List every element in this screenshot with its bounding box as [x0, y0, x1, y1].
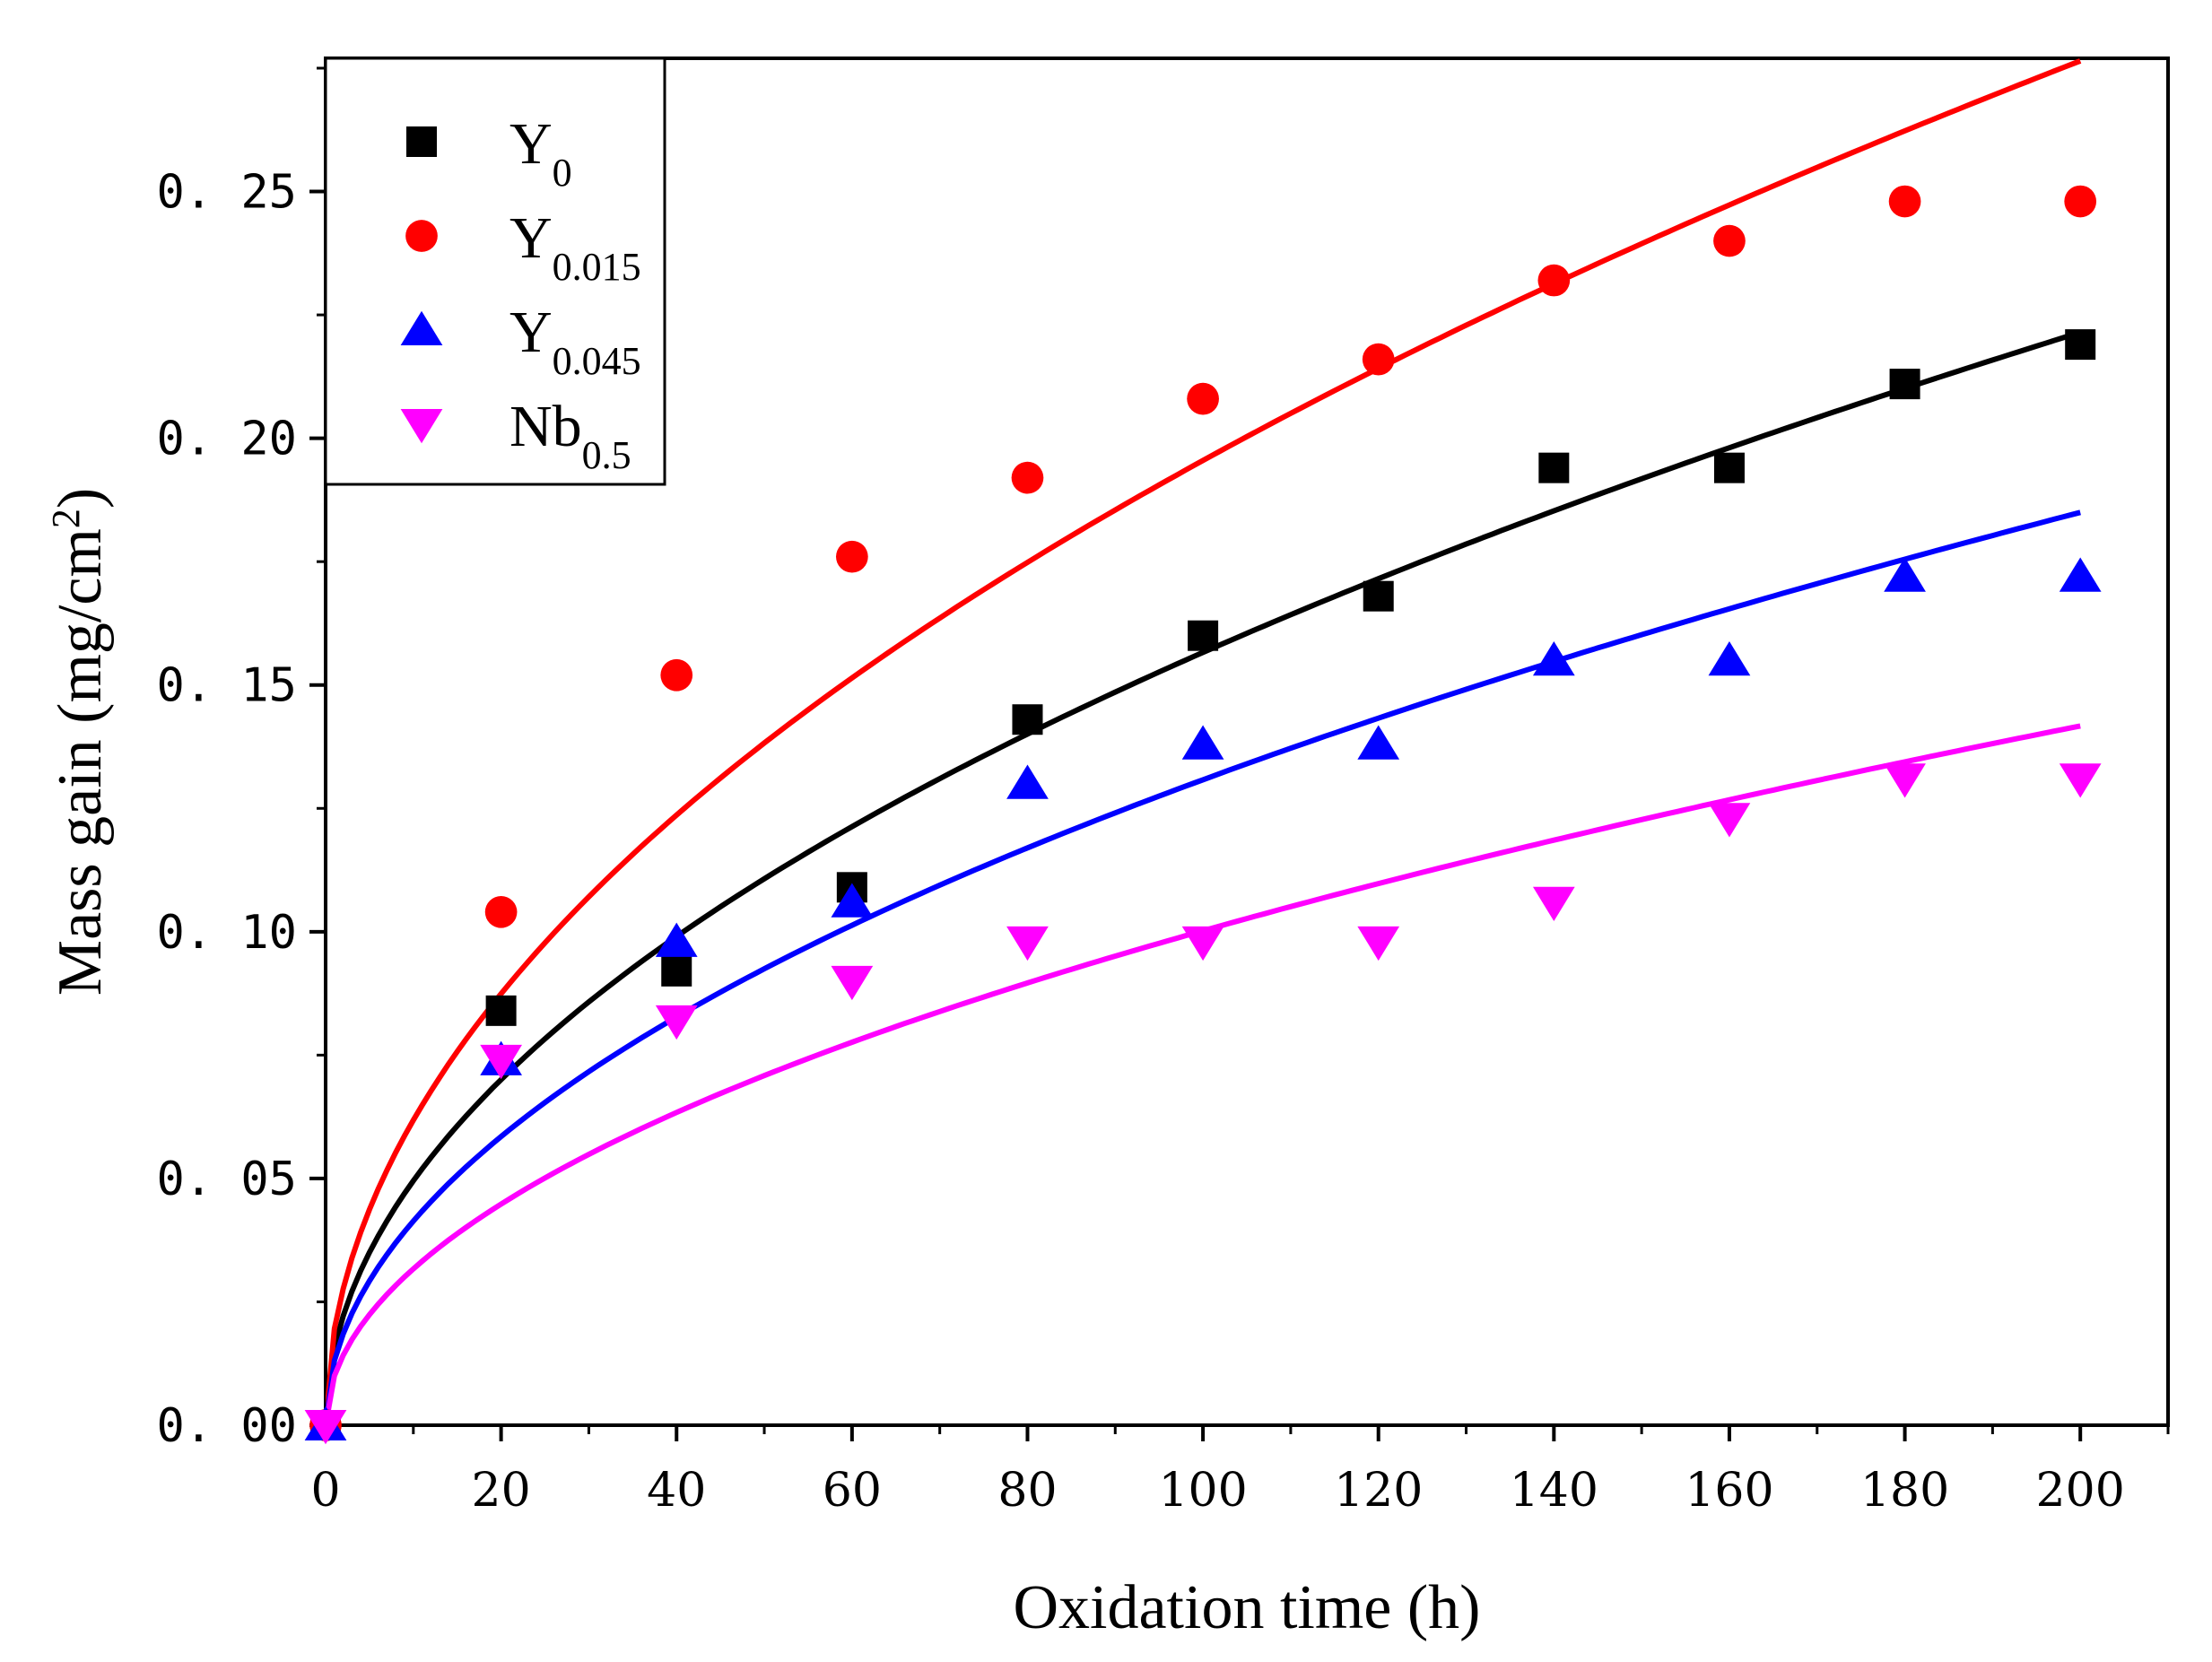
data-point-y0	[2065, 329, 2096, 361]
data-point-y0	[661, 955, 692, 987]
y-tick-label: 0. 05	[156, 1153, 297, 1206]
data-point-y0-045	[1708, 640, 1751, 676]
y-tick-labels: 0. 00 0. 05 0. 10 0. 15 0. 20 0. 25	[156, 166, 297, 1453]
data-point-y0	[485, 995, 517, 1026]
fit-curve-y0-015	[326, 58, 2082, 1425]
data-point-y0-015	[484, 895, 518, 928]
plot-frame	[324, 57, 2170, 1427]
data-point-nb0-5	[1006, 926, 1049, 962]
x-tick-label: 160	[1685, 1464, 1773, 1518]
legend-marker-y0	[406, 126, 437, 157]
data-point-y0-045	[655, 922, 698, 957]
data-point-y0-015	[1362, 343, 1395, 376]
data-point-nb0-5	[2059, 763, 2102, 798]
x-tick-label: 80	[997, 1464, 1057, 1518]
data-point-nb0-5	[1884, 763, 1926, 798]
y-tick-label: 0. 15	[156, 659, 297, 713]
data-point-nb0-5	[1181, 926, 1224, 962]
data-point-y0-045	[831, 883, 874, 918]
data-point-y0	[1363, 580, 1394, 612]
data-point-y0-045	[2059, 557, 2102, 592]
x-tick-label: 20	[472, 1464, 531, 1518]
data-point-y0-045	[1884, 557, 1926, 592]
data-point-nb0-5	[1532, 886, 1575, 922]
x-tick-label: 120	[1334, 1464, 1423, 1518]
y-tick-label: 0. 25	[156, 166, 297, 220]
data-point-y0	[1889, 369, 1920, 400]
data-point-y0-015	[1713, 224, 1746, 257]
data-point-y0	[1713, 452, 1745, 483]
data-point-y0-045	[1532, 640, 1575, 676]
x-tick-labels: 0 20 40 60 80 100 120 140 160 180 200	[310, 1464, 2124, 1518]
x-tick-label: 180	[1860, 1464, 1949, 1518]
data-point-nb0-5	[1708, 803, 1751, 838]
data-point-y0-015	[1888, 185, 1921, 218]
data-point-y0-045	[1181, 725, 1224, 760]
y-axis-title-close: )	[46, 488, 115, 509]
data-point-y0-015	[1537, 264, 1571, 297]
legend-marker-y0-045	[400, 310, 443, 345]
data-point-y0-015	[1187, 382, 1219, 415]
x-axis-title: Oxidation time (h)	[1013, 1573, 1480, 1642]
data-point-y0-015	[2064, 185, 2097, 218]
legend-label-y0-015: Y0.015	[509, 205, 641, 289]
x-tick-label: 0	[310, 1464, 340, 1518]
data-point-y0	[1188, 620, 1219, 651]
x-tick-label: 200	[2036, 1464, 2125, 1518]
x-tick-label: 100	[1158, 1464, 1247, 1518]
fit-curve-nb0-5	[326, 723, 2081, 1425]
legend: Y0 Y0.015 Y0.045 Nb0.5	[324, 57, 666, 486]
y-tick-label: 0. 10	[156, 906, 297, 960]
data-point-y0-015	[660, 658, 693, 692]
y-axis-title-main: Mass gain (mg/cm	[46, 528, 115, 996]
fit-curve-y0-045	[326, 509, 2081, 1425]
legend-label-y0: Y0	[509, 111, 572, 195]
y-axis-title: Mass gain (mg/cm2)	[44, 488, 116, 996]
legend-marker-nb0-5	[400, 409, 443, 444]
data-point-nb0-5	[480, 1044, 522, 1080]
x-tick-label: 40	[647, 1464, 706, 1518]
legend-label-y0-045: Y0.045	[509, 300, 641, 383]
data-point-y0	[1012, 704, 1043, 735]
y-tick-label: 0. 20	[156, 413, 297, 466]
data-point-y0	[1538, 452, 1570, 483]
y-tick-label: 0. 00	[156, 1399, 297, 1453]
data-point-nb0-5	[831, 965, 874, 1001]
data-points	[304, 185, 2102, 1445]
data-point-nb0-5	[655, 1005, 698, 1040]
legend-label-nb0-5: Nb0.5	[509, 394, 631, 477]
data-point-nb0-5	[1357, 926, 1400, 962]
axis-ticks	[309, 66, 2170, 1441]
fit-curve-y0	[326, 329, 2082, 1425]
legend-box	[324, 57, 666, 486]
data-point-y0-015	[836, 540, 868, 573]
legend-marker-y0-015	[405, 220, 438, 252]
legend-items: Y0 Y0.015 Y0.045 Nb0.5	[400, 111, 641, 477]
x-tick-label: 140	[1510, 1464, 1598, 1518]
data-point-y0-045	[1357, 725, 1400, 760]
x-tick-label: 60	[823, 1464, 882, 1518]
data-point-y0-015	[1011, 461, 1044, 494]
data-point-y0-045	[1006, 764, 1049, 799]
y-axis-title-sup: 2	[44, 509, 88, 528]
data-point-nb0-5	[304, 1410, 347, 1445]
